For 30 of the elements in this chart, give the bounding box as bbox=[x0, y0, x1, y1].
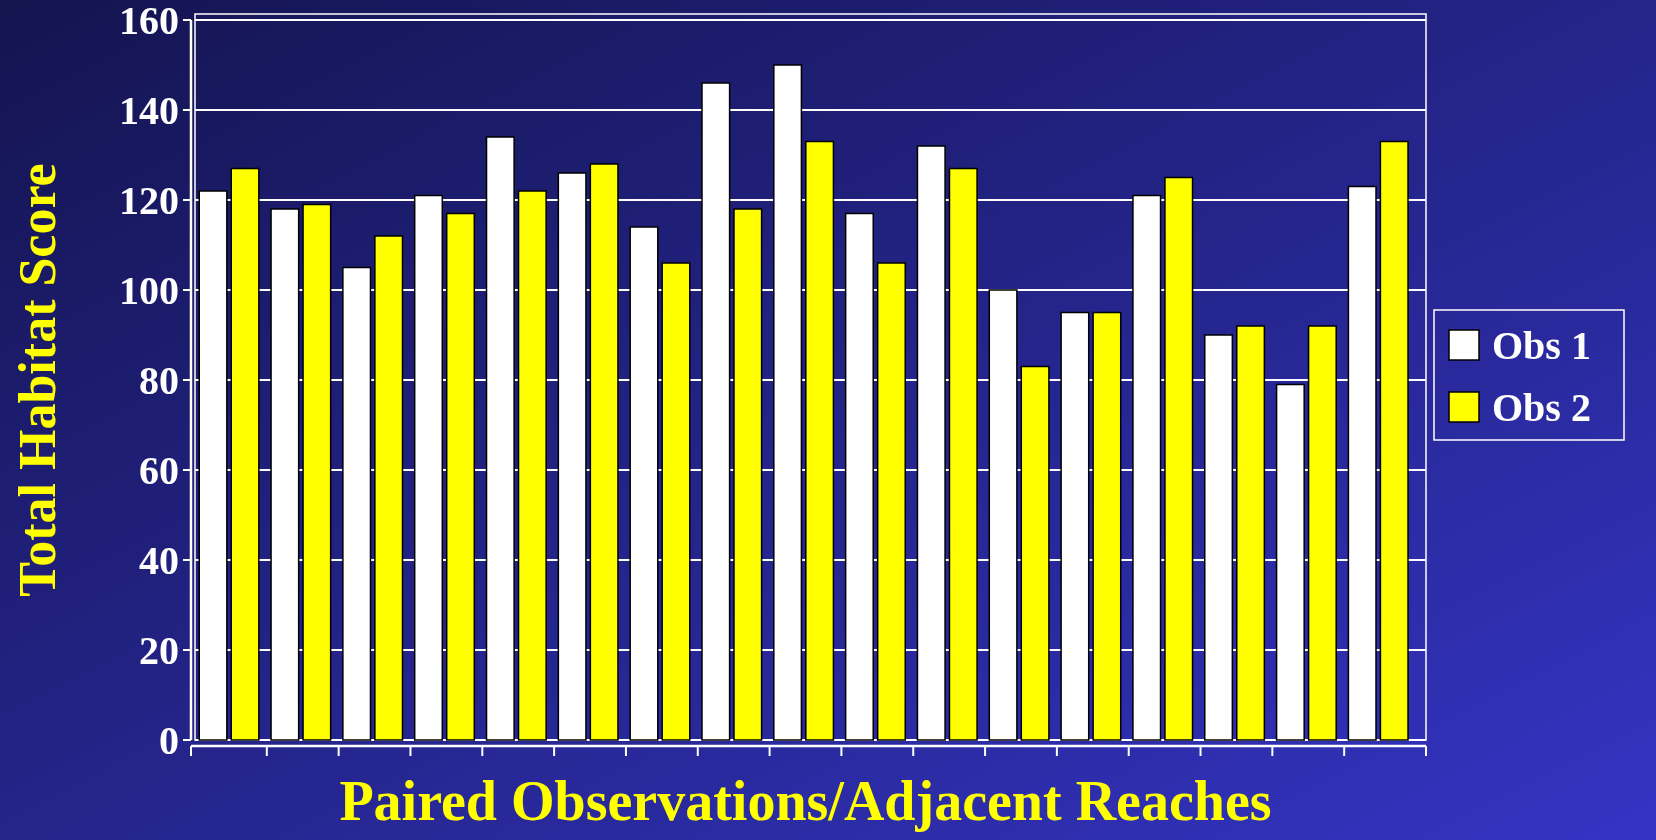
y-tick-label: 0 bbox=[159, 718, 179, 763]
y-tick-label: 140 bbox=[119, 88, 179, 133]
bar bbox=[445, 212, 476, 741]
y-tick-label: 100 bbox=[119, 268, 179, 313]
bar bbox=[1092, 311, 1122, 741]
y-tick-label: 20 bbox=[139, 628, 179, 673]
x-axis-title: Paired Observations/Adjacent Reaches bbox=[339, 770, 1272, 832]
legend-label: Obs 2 bbox=[1492, 385, 1591, 430]
y-tick-label: 40 bbox=[139, 538, 179, 583]
bar bbox=[661, 262, 691, 741]
y-tick-label: 80 bbox=[139, 358, 179, 403]
bar bbox=[733, 208, 763, 741]
bar bbox=[1164, 176, 1194, 741]
bar bbox=[374, 235, 404, 741]
bar bbox=[876, 262, 906, 741]
y-tick-label: 120 bbox=[119, 178, 179, 223]
legend-label: Obs 1 bbox=[1492, 323, 1591, 368]
y-tick-label: 60 bbox=[139, 448, 179, 493]
bar bbox=[805, 140, 835, 741]
bar bbox=[948, 167, 978, 741]
y-axis-title: Total Habitat Score bbox=[9, 163, 66, 597]
bar bbox=[589, 163, 619, 741]
bar bbox=[1236, 325, 1266, 741]
bar bbox=[1379, 140, 1409, 741]
bar bbox=[1020, 365, 1050, 741]
bar bbox=[1307, 325, 1337, 741]
bar bbox=[230, 167, 260, 741]
bar bbox=[517, 190, 547, 741]
bar bbox=[302, 203, 332, 741]
y-tick-label: 160 bbox=[119, 0, 179, 43]
